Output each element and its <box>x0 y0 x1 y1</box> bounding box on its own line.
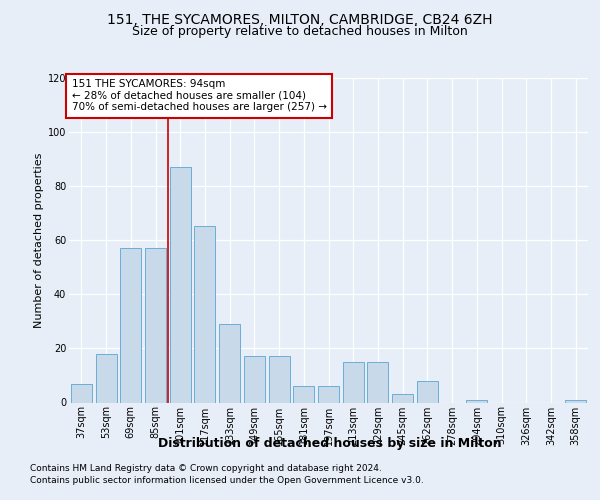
Text: Contains public sector information licensed under the Open Government Licence v3: Contains public sector information licen… <box>30 476 424 485</box>
Bar <box>343 362 364 403</box>
Bar <box>219 324 240 402</box>
Text: 151, THE SYCAMORES, MILTON, CAMBRIDGE, CB24 6ZH: 151, THE SYCAMORES, MILTON, CAMBRIDGE, C… <box>107 12 493 26</box>
Text: Distribution of detached houses by size in Milton: Distribution of detached houses by size … <box>158 438 502 450</box>
Bar <box>269 356 290 403</box>
Bar <box>170 167 191 402</box>
Bar <box>417 381 438 402</box>
Bar <box>367 362 388 403</box>
Bar <box>71 384 92 402</box>
Bar <box>145 248 166 402</box>
Bar <box>392 394 413 402</box>
Text: 151 THE SYCAMORES: 94sqm
← 28% of detached houses are smaller (104)
70% of semi-: 151 THE SYCAMORES: 94sqm ← 28% of detach… <box>71 79 326 112</box>
Bar <box>565 400 586 402</box>
Bar <box>293 386 314 402</box>
Bar <box>95 354 116 403</box>
Bar <box>466 400 487 402</box>
Bar <box>120 248 141 402</box>
Text: Contains HM Land Registry data © Crown copyright and database right 2024.: Contains HM Land Registry data © Crown c… <box>30 464 382 473</box>
Y-axis label: Number of detached properties: Number of detached properties <box>34 152 44 328</box>
Bar <box>244 356 265 403</box>
Bar <box>194 226 215 402</box>
Bar <box>318 386 339 402</box>
Text: Size of property relative to detached houses in Milton: Size of property relative to detached ho… <box>132 25 468 38</box>
